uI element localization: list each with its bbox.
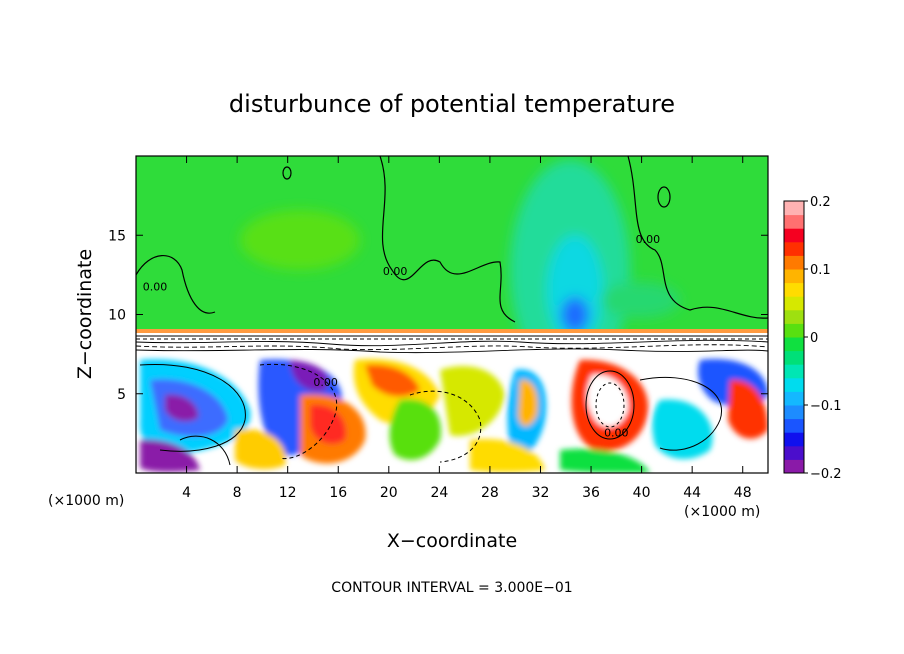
- x-tick-label: 12: [279, 485, 297, 501]
- inversion-top-edge: [136, 329, 768, 333]
- y-tick-label: 15: [108, 228, 126, 244]
- teal-patch: [600, 282, 680, 318]
- x-axis: 4 8 12 16 20 24 28 32 36 40 44 48: [182, 156, 752, 501]
- colorbar-tick-label: 0.2: [810, 195, 831, 210]
- contour-value-label: 0.00: [143, 281, 168, 294]
- cyan-core: [547, 235, 603, 345]
- colorbar-swatch: [784, 405, 804, 420]
- y-axis-label: Z−coordinate: [74, 249, 96, 379]
- colorbar-swatch: [784, 364, 804, 379]
- contour-value-label: 0.00: [604, 427, 629, 440]
- x-tick-label: 28: [481, 485, 499, 501]
- colorbar-swatch: [784, 228, 804, 243]
- contour-interval-footer: CONTOUR INTERVAL = 3.000E−01: [331, 580, 572, 596]
- colorbar-tick-label: −0.2: [810, 467, 842, 482]
- colorbar-swatch: [784, 241, 804, 256]
- x-tick-label: 24: [430, 485, 448, 501]
- plot-area: 0.00 0.00 0.00 0.00 0.00: [136, 156, 768, 473]
- x-tick-label: 8: [233, 485, 242, 501]
- colorbar-tick-label: −0.1: [810, 399, 842, 414]
- colorbar-swatch: [784, 445, 804, 460]
- lower-contours: [139, 363, 722, 466]
- contour-labels: 0.00 0.00 0.00 0.00 0.00: [143, 233, 660, 439]
- contour-value-label: 0.00: [313, 376, 338, 389]
- contour-line-upper-right: [627, 156, 768, 319]
- x-tick-label: 44: [683, 485, 701, 501]
- contour-loop-right: [657, 186, 671, 208]
- contour-line-upper-left: [136, 255, 216, 314]
- colorbar-swatch: [784, 391, 804, 406]
- x-tick-label: 40: [633, 485, 651, 501]
- colorbar-swatch: [784, 377, 804, 392]
- inversion-contours: [136, 335, 768, 354]
- contour-value-label: 0.00: [383, 265, 408, 278]
- colorbar-swatch: [784, 296, 804, 311]
- blue-core: [561, 297, 589, 333]
- x-unit-left: (×1000 m): [48, 493, 124, 509]
- x-tick-label: 4: [182, 485, 191, 501]
- colorbar-swatch: [784, 432, 804, 447]
- x-tick-label: 36: [582, 485, 600, 501]
- y-tick-label: 5: [117, 387, 126, 403]
- contour-line-upper-mid: [379, 156, 516, 323]
- colorbar-tick-label: 0.1: [810, 263, 831, 278]
- colorbar-swatch: [784, 201, 804, 216]
- x-tick-label: 16: [329, 485, 347, 501]
- colorbar-swatch: [784, 459, 804, 474]
- colorbar-swatch: [784, 418, 804, 433]
- x-axis-label: X−coordinate: [387, 530, 517, 552]
- contour-value-label: 0.00: [636, 233, 661, 246]
- inversion-layer: [136, 332, 768, 354]
- contour-loop-small: [282, 166, 292, 180]
- x-unit-right: (×1000 m): [684, 504, 760, 520]
- x-tick-label: 32: [532, 485, 550, 501]
- lower-blobs: [139, 359, 768, 473]
- colorbar-tick-label: 0: [810, 331, 818, 346]
- x-tick-label: 20: [380, 485, 398, 501]
- colorbar-swatch: [784, 269, 804, 284]
- y-axis: 5 10 15: [108, 228, 768, 403]
- light-green-patch: [240, 210, 360, 270]
- x-tick-label: 48: [734, 485, 752, 501]
- colorbar-swatch: [784, 337, 804, 352]
- colorbar-swatch: [784, 323, 804, 338]
- colorbar-swatch: [784, 350, 804, 365]
- colorbar-swatch: [784, 282, 804, 297]
- colorbar-swatch: [784, 214, 804, 229]
- colorbar-swatch: [784, 309, 804, 324]
- chart-title: disturbunce of potential temperature: [229, 90, 675, 118]
- y-tick-label: 10: [108, 308, 126, 324]
- colorbar-swatch: [784, 255, 804, 270]
- colorbar: 0.2 0.1 0 −0.1 −0.2: [783, 195, 842, 482]
